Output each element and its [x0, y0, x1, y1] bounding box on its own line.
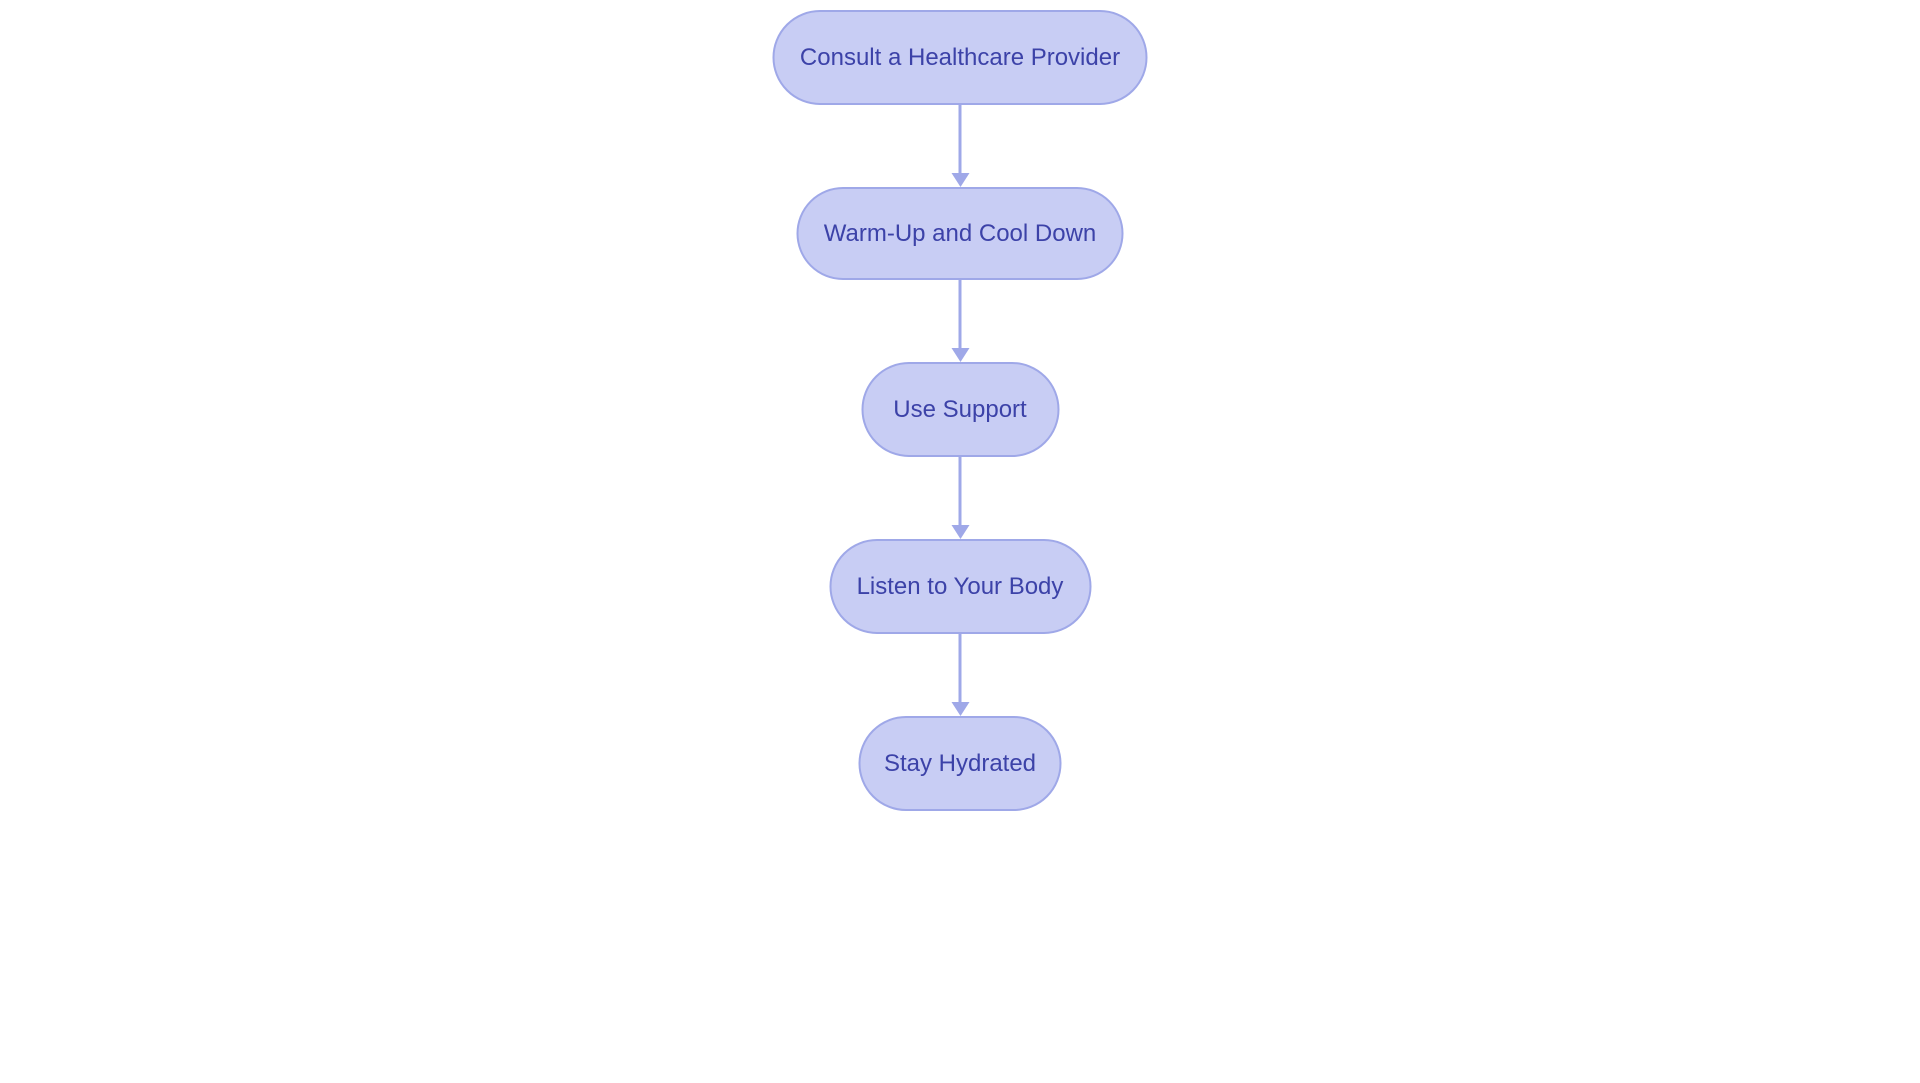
node-label: Warm-Up and Cool Down [824, 220, 1097, 248]
flowchart-arrow-1 [951, 105, 969, 187]
flowchart-node-2: Warm-Up and Cool Down [797, 187, 1124, 280]
flowchart-node-1: Consult a Healthcare Provider [773, 10, 1148, 105]
node-label: Stay Hydrated [884, 750, 1036, 778]
arrow-head-icon [951, 525, 969, 539]
arrow-line [959, 105, 962, 173]
arrow-head-icon [951, 173, 969, 187]
flowchart-node-3: Use Support [861, 362, 1059, 457]
arrow-line [959, 280, 962, 348]
flowchart-node-4: Listen to Your Body [829, 539, 1091, 634]
flowchart-arrow-3 [951, 457, 969, 539]
flowchart-container: Consult a Healthcare Provider Warm-Up an… [773, 10, 1148, 811]
flowchart-node-5: Stay Hydrated [859, 716, 1062, 811]
node-label: Consult a Healthcare Provider [800, 44, 1120, 72]
flowchart-arrow-4 [951, 634, 969, 716]
arrow-line [959, 634, 962, 702]
arrow-head-icon [951, 702, 969, 716]
node-label: Use Support [893, 396, 1026, 424]
arrow-line [959, 457, 962, 525]
arrow-head-icon [951, 348, 969, 362]
flowchart-arrow-2 [951, 280, 969, 362]
node-label: Listen to Your Body [857, 573, 1064, 601]
